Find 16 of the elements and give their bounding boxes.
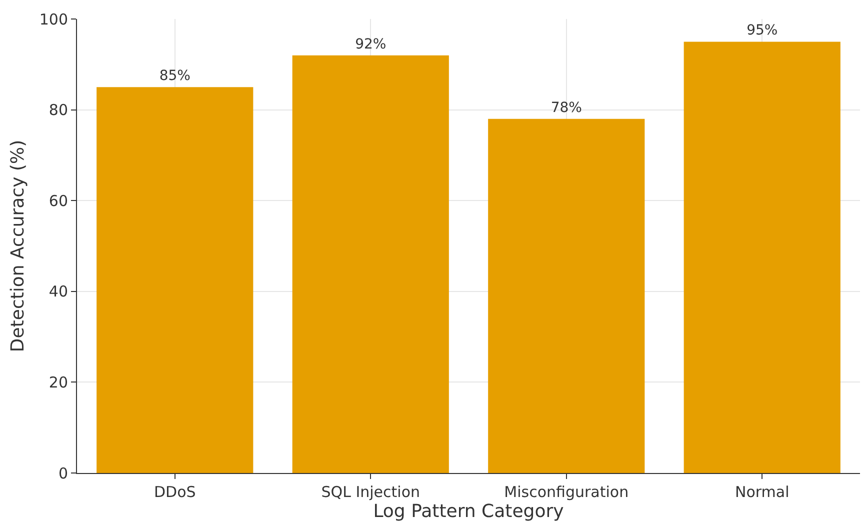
data-label: 95% <box>746 22 778 39</box>
x-tick-label: Normal <box>734 483 790 501</box>
y-tick-label: 100 <box>39 10 68 28</box>
y-tick-label: 0 <box>58 464 68 482</box>
y-tick-label: 20 <box>48 373 68 392</box>
x-axis-title: Log Pattern Category <box>373 501 564 522</box>
x-tick-label: DDoS <box>154 483 196 501</box>
data-label: 78% <box>550 100 582 116</box>
y-tick-label: 40 <box>48 282 68 301</box>
x-tick-label: Misconfiguration <box>504 483 629 501</box>
y-axis-title: Detection Accuracy (%) <box>8 140 29 352</box>
x-tick-label: SQL Injection <box>321 483 420 501</box>
data-label: 92% <box>355 36 386 52</box>
y-tick-label: 80 <box>48 101 68 120</box>
data-label: 85% <box>159 68 190 84</box>
y-tick-label: 60 <box>48 192 68 210</box>
